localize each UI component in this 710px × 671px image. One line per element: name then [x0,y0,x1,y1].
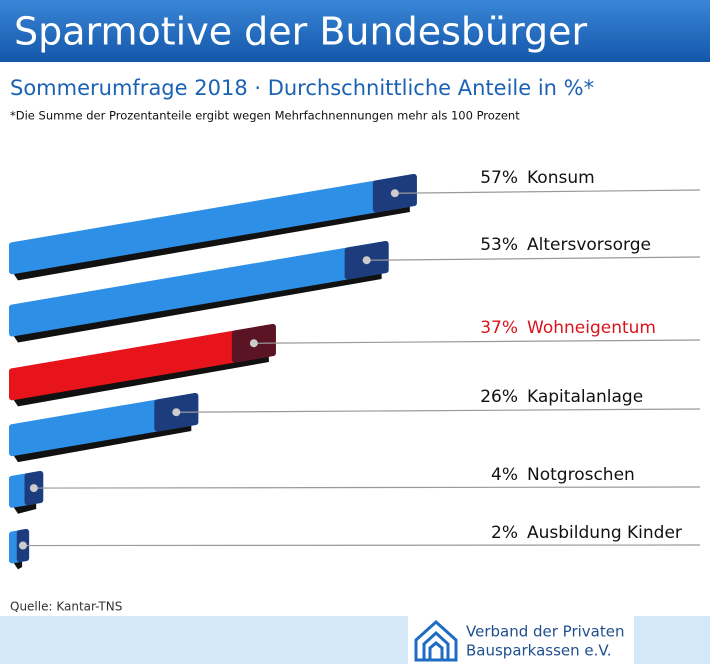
chart-subtitle: Sommerumfrage 2018 · Durchschnittliche A… [10,76,594,100]
leader-line [394,189,701,194]
chart-title: Sparmotive der Bundesbürger [14,10,588,54]
value-label: 2% [491,523,518,543]
category-label: Konsum [527,168,595,188]
value-label: 53% [480,235,518,255]
logo-text: Bausparkassen e.V. [466,642,612,660]
value-label: 37% [480,318,518,338]
logo-text: Verband der Privaten [466,623,625,641]
leader-dot [172,408,181,417]
leader-line [176,408,701,413]
leader-line [33,486,701,489]
logo-icon [414,619,458,662]
leader-line [22,544,701,547]
category-label: Ausbildung Kinder [527,523,682,543]
category-label: Notgroschen [527,465,635,485]
leader-dot [29,484,38,493]
leader-line [366,256,701,261]
value-label: 57% [480,168,518,188]
category-label: Altersvorsorge [527,235,651,255]
leader-dot [390,189,399,198]
header-band [0,0,710,62]
leader-dot [249,339,258,348]
leader-line [253,339,701,344]
source: Quelle: Kantar-TNS [10,600,122,614]
value-label: 4% [491,465,518,485]
value-label: 26% [480,387,518,407]
leader-dot [362,256,371,265]
leader-dot [18,541,27,550]
category-label: Kapitalanlage [527,387,643,407]
footnote: *Die Summe der Prozentanteile ergibt weg… [10,109,520,123]
category-label: Wohneigentum [527,318,656,338]
